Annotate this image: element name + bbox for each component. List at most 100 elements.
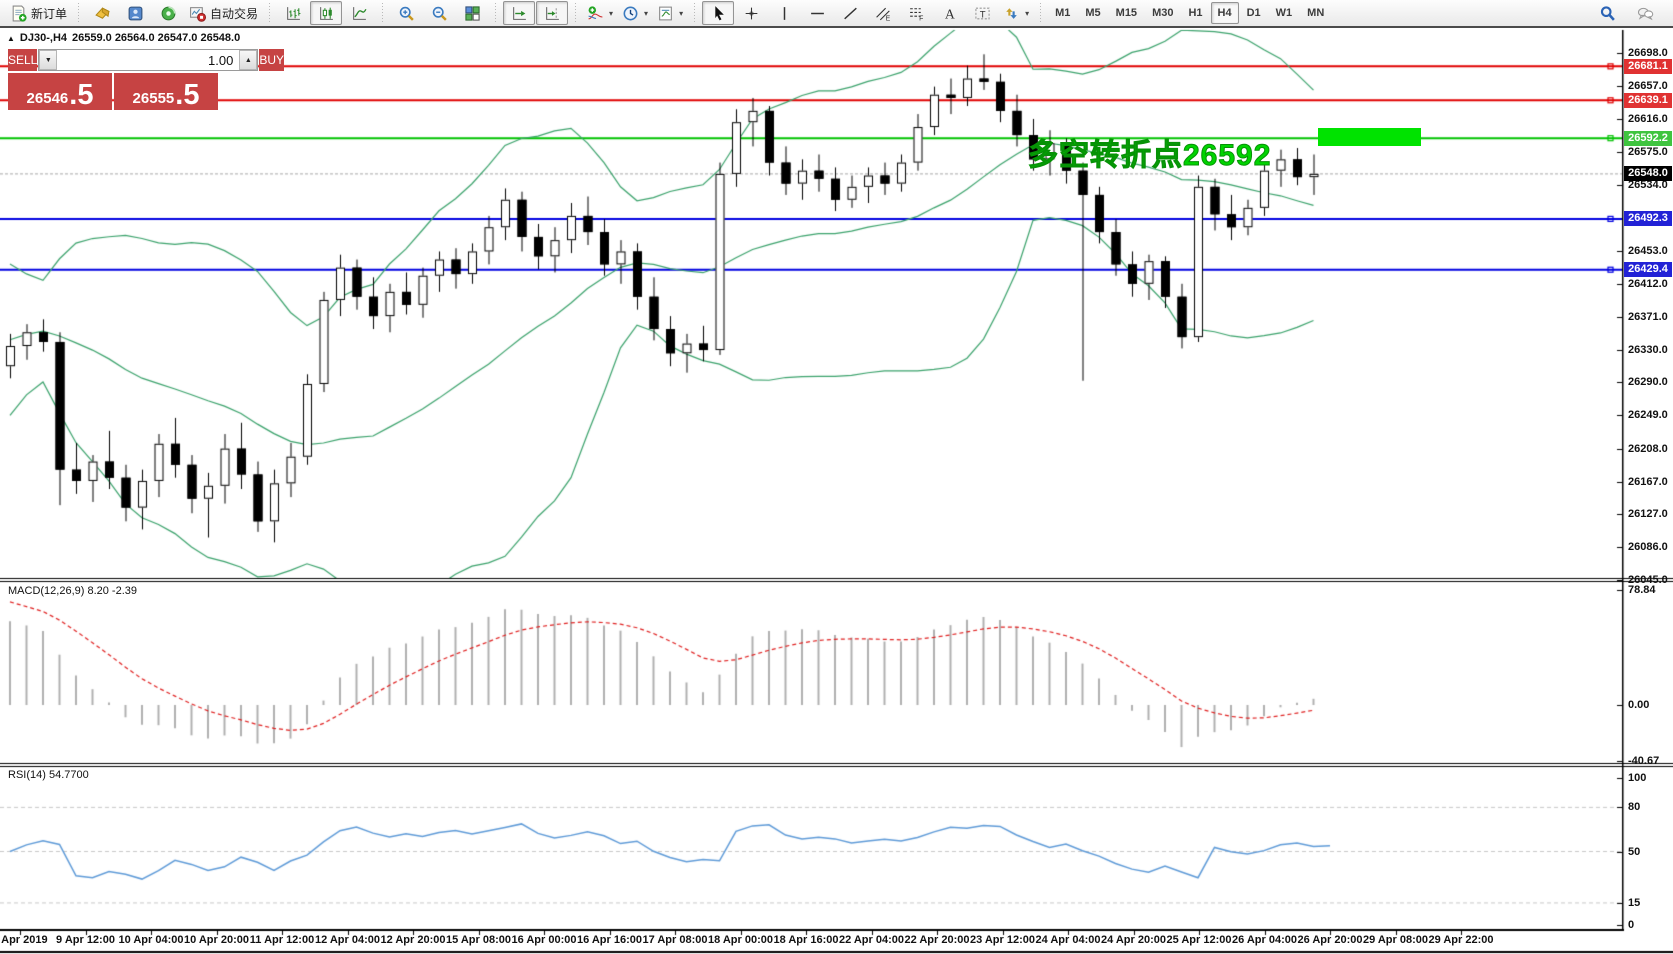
timeframe-m15[interactable]: M15	[1115, 7, 1138, 19]
timeframe-mn[interactable]: MN	[1307, 7, 1325, 19]
profile-button[interactable]	[119, 1, 151, 25]
autotrading-button[interactable]: 自动交易	[185, 1, 262, 25]
periods-button[interactable]: ▾	[618, 1, 652, 25]
price-tick-label: 26412.0	[1628, 277, 1668, 290]
zoom-in-button[interactable]	[390, 1, 422, 25]
new-order-button[interactable]: 新订单	[6, 1, 71, 25]
arrows-button[interactable]: ▾	[999, 1, 1033, 25]
timeframe-m30[interactable]: M30	[1152, 7, 1174, 19]
fibonacci-button[interactable]: F	[900, 1, 932, 25]
profile-icon	[127, 5, 144, 22]
price-badge: 26492.3	[1624, 211, 1672, 227]
zoom-out-button[interactable]	[423, 1, 455, 25]
volume-increase-button[interactable]: ▲	[239, 50, 258, 70]
bar-chart-button[interactable]	[277, 1, 309, 25]
price-badge: 26681.1	[1624, 58, 1672, 74]
symbol-ohlc-values: 26559.0 26564.0 26547.0 26548.0	[72, 32, 241, 44]
price-tick-label: 26371.0	[1628, 310, 1668, 323]
templates-button[interactable]: ▾	[653, 1, 687, 25]
indicators-icon	[587, 5, 604, 22]
symbol-expand-icon[interactable]: ▲	[7, 33, 15, 43]
text-button[interactable]: A	[933, 1, 965, 25]
zoom-out-icon	[431, 5, 448, 22]
price-badge: 26639.1	[1624, 92, 1672, 108]
dropdown-caret-icon[interactable]: ▾	[644, 8, 649, 18]
line-chart-button[interactable]	[343, 1, 375, 25]
timeframe-h1[interactable]: H1	[1188, 7, 1203, 19]
time-axis-label: 26 Apr 20:00	[1297, 934, 1363, 946]
time-axis-label: 26 Apr 04:00	[1231, 934, 1298, 946]
dropdown-caret-icon[interactable]: ▾	[679, 8, 684, 18]
timeframe-h4[interactable]: H4	[1210, 2, 1239, 24]
periods-icon	[622, 5, 639, 22]
price-tick-label: 26657.0	[1628, 79, 1668, 92]
buy-price-button[interactable]: 26555 .5	[114, 73, 218, 110]
market-watch-icon	[94, 5, 111, 22]
macd-axis-label: 0.00	[1628, 699, 1650, 711]
time-axis-label: 17 Apr 08:00	[642, 934, 708, 946]
auto-scroll-button[interactable]	[503, 1, 536, 25]
time-axis-label: 22 Apr 20:00	[904, 934, 970, 946]
timeframe-w1[interactable]: W1	[1275, 7, 1293, 19]
price-tick-label: 26167.0	[1628, 475, 1668, 488]
time-axis-label: 22 Apr 04:00	[838, 934, 905, 946]
horizontal-line-button[interactable]	[801, 1, 833, 25]
equidistant-channel-button[interactable]: E	[867, 1, 899, 25]
chat-button[interactable]	[1629, 1, 1661, 25]
text-icon: A	[941, 5, 958, 22]
text-label-button[interactable]: T	[966, 1, 998, 25]
one-click-trading-panel: SELL ▼ ▲ BUY 26546 .5 26555 .5	[8, 49, 285, 110]
price-badge: 26548.0	[1624, 166, 1672, 182]
candlestick-button[interactable]	[310, 1, 343, 25]
volume-input[interactable]	[57, 50, 240, 70]
price-tick-label: 26127.0	[1628, 508, 1668, 521]
annotation-text: 多空转折点26592	[1027, 139, 1272, 173]
search-button[interactable]	[1591, 1, 1623, 25]
rsi-axis-label: 100	[1628, 772, 1647, 784]
vline-icon	[776, 5, 793, 22]
timeframe-m5[interactable]: M5	[1085, 7, 1101, 19]
sell-price-frac: .5	[69, 79, 94, 112]
buy-button[interactable]: BUY	[259, 49, 285, 71]
trendline-button[interactable]	[834, 1, 866, 25]
zoom-in-icon	[398, 5, 415, 22]
price-tick-label: 26208.0	[1628, 442, 1668, 455]
time-axis-label: 25 Apr 12:00	[1166, 934, 1232, 946]
market-watch-button[interactable]	[86, 1, 118, 25]
bar-chart-icon	[285, 5, 302, 22]
tile-windows-button[interactable]	[456, 1, 488, 25]
sell-button[interactable]: SELL	[8, 49, 38, 71]
toolbar-separator	[572, 3, 580, 23]
trendline-icon	[842, 5, 859, 22]
volume-decrease-button[interactable]: ▼	[39, 50, 58, 70]
price-badge: 26592.2	[1624, 130, 1672, 146]
vertical-line-button[interactable]	[768, 1, 800, 25]
timeframe-d1[interactable]: D1	[1246, 7, 1261, 19]
autotrading-icon	[189, 5, 207, 22]
indicators-button[interactable]: ▾	[583, 1, 617, 25]
tile-windows-icon	[464, 5, 481, 22]
timeframe-m1[interactable]: M1	[1055, 7, 1071, 19]
chat-icon	[1637, 5, 1654, 22]
annotation-rectangle	[1318, 128, 1421, 146]
crosshair-button[interactable]	[735, 1, 767, 25]
symbol-name: DJ30-,H4	[19, 32, 67, 44]
price-tick-label: 26086.0	[1628, 541, 1668, 554]
chart-shift-button[interactable]	[536, 1, 569, 25]
sell-price-button[interactable]: 26546 .5	[8, 73, 112, 110]
dropdown-caret-icon[interactable]: ▾	[1025, 8, 1030, 18]
time-axis-label: 24 Apr 20:00	[1100, 934, 1167, 946]
rsi-axis-label: 80	[1628, 801, 1641, 814]
arrows-icon	[1003, 5, 1020, 22]
candlestick-icon	[318, 5, 335, 22]
new-order-button-label: 新订单	[31, 6, 68, 21]
time-axis-label: 10 Apr 20:00	[183, 934, 250, 946]
time-axis-label: 15 Apr 08:00	[445, 934, 512, 946]
volume-stepper: ▼ ▲	[38, 49, 259, 71]
community-button[interactable]	[152, 1, 184, 25]
cursor-button[interactable]	[702, 1, 735, 25]
time-axis-label: 12 Apr 20:00	[380, 934, 446, 946]
line-chart-icon	[351, 5, 368, 22]
dropdown-caret-icon[interactable]: ▾	[609, 8, 614, 18]
